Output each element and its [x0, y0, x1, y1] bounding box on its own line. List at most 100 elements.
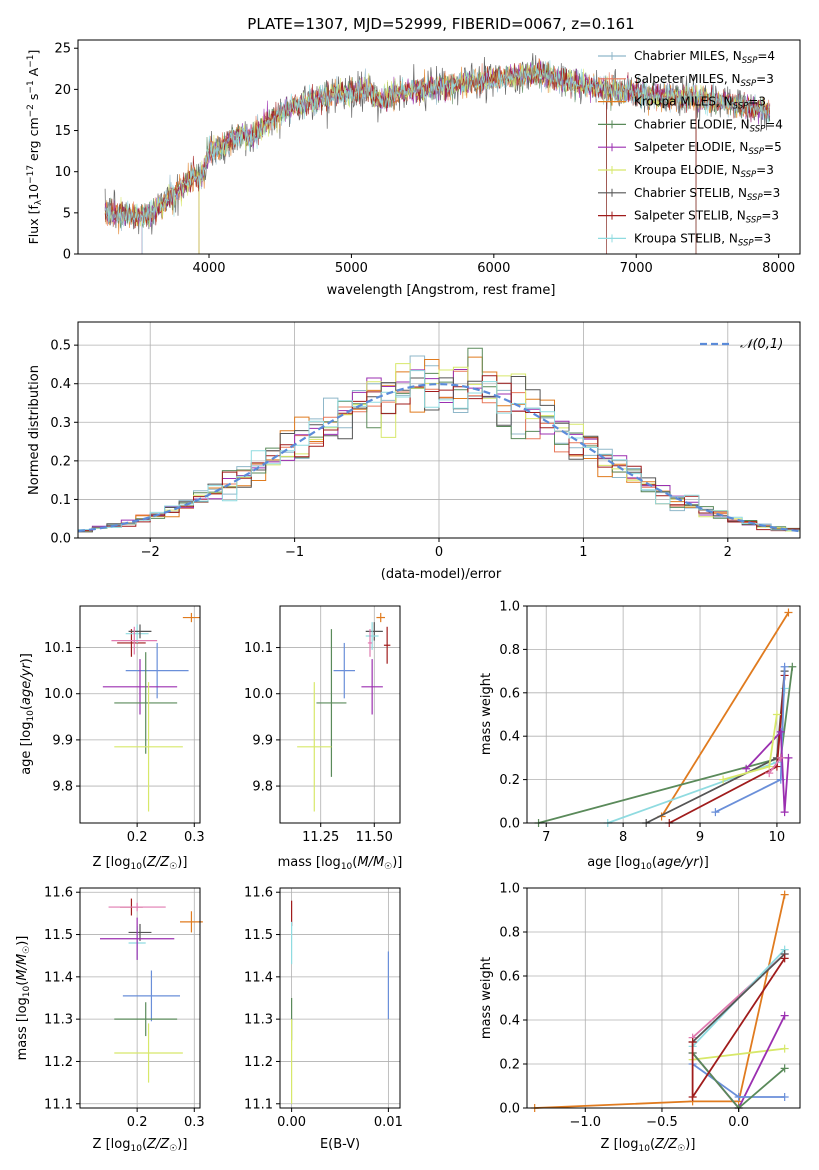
- histogram-step-salpeter-stelib: [78, 375, 800, 532]
- panel-y-tick-label: 11.2: [244, 1055, 273, 1070]
- panel-x-tick-label: 0.01: [374, 1115, 403, 1130]
- panel-y-tick-label: 11.4: [44, 970, 73, 985]
- panel-grid: [280, 888, 400, 1108]
- panel-y-tick-label: 11.6: [244, 886, 273, 901]
- spectrum-x-tick-label: 8000: [762, 261, 795, 276]
- weight-point-marker: [780, 890, 789, 899]
- histogram-x-tick-label: 1: [579, 545, 587, 560]
- panel-axes-frame: [279, 887, 401, 1109]
- panel-x-tick-label: 0.2: [127, 1115, 148, 1130]
- panel-y-tick-label: 0.8: [499, 643, 520, 658]
- panel-x-tick-label: 0.3: [184, 830, 205, 845]
- panel-marks: [291, 900, 389, 1104]
- panel-y-tick-label: 11.1: [44, 1097, 73, 1112]
- panel-x-tick-label: 0.00: [277, 1115, 306, 1130]
- panel-y-tick-label: 0.4: [499, 730, 520, 745]
- histogram-y-tick-label: 0.2: [50, 454, 71, 469]
- weight-vs-age-y-label: mass weight: [479, 673, 494, 755]
- histogram-x-label: (data-model)/error: [381, 567, 502, 582]
- age-vs-metallicity-panel: 0.2 0.3 9.8 9.9 10.0 10.1: [44, 605, 205, 845]
- panel-x-tick-label: 7: [542, 830, 550, 845]
- spectrum-x-tick-label: 4000: [192, 261, 225, 276]
- panel-y-tick-label: 11.1: [244, 1097, 273, 1112]
- panel-x-tick-label: 10: [769, 830, 786, 845]
- spectrum-legend-label: Chabrier STELIB, NSSP=3: [634, 186, 780, 203]
- panel-y-tick-label: 9.9: [252, 733, 273, 748]
- spectrum-legend-label: Salpeter MILES, NSSP=3: [634, 72, 774, 89]
- spectrum-y-tick-label: 15: [54, 124, 71, 139]
- age-vs-Z-x-label: Z [log10(Z/Z☉)]: [93, 855, 188, 872]
- panel-y-tick-label: 11.2: [44, 1055, 73, 1070]
- panel-y-tick-label: 0.8: [499, 926, 520, 941]
- panel-y-tick-label: 1.0: [499, 882, 520, 897]
- weight-point-marker: [780, 662, 789, 671]
- weight-line: [668, 675, 786, 824]
- spectrum-y-tick-label: 20: [54, 83, 71, 98]
- spectrum-y-tick-label: 5: [63, 206, 71, 221]
- weight-vs-Z-y-label: mass weight: [479, 957, 494, 1039]
- weight-point-marker: [780, 954, 789, 963]
- weight-point-marker: [776, 753, 785, 762]
- panel-y-tick-label: 11.5: [44, 928, 73, 943]
- panel-y-tick-label: 11.6: [44, 886, 73, 901]
- panel-marks: [102, 612, 200, 812]
- panel-y-tick-label: 1.0: [499, 600, 520, 615]
- panel-axes-frame: [79, 887, 201, 1109]
- panel-x-tick-label: 11.25: [302, 830, 339, 845]
- panel-y-tick-label: 11.4: [244, 970, 273, 985]
- normal-distribution-curve: [77, 382, 801, 533]
- weight-point-marker: [776, 727, 785, 736]
- spectrum-legend: Chabrier MILES, NSSP=4 Salpeter MILES, NS…: [598, 49, 783, 248]
- panel-x-tick-label: 11.50: [356, 830, 393, 845]
- residual-histogram-panel: −2 −1 0 1 2 0.0 0.1 0.2 0.3 0.4 0.5 (data-model)/…: [27, 321, 801, 582]
- histogram-y-tick-label: 0.0: [50, 532, 71, 547]
- spectrum-legend-label: Salpeter ELODIE, NSSP=5: [634, 140, 782, 157]
- weight-point-marker: [780, 1093, 789, 1101]
- histogram-x-tick-label: 2: [724, 545, 732, 560]
- weight-point-marker: [772, 710, 781, 719]
- histogram-y-tick-label: 0.3: [50, 416, 71, 431]
- panel-y-tick-label: 9.8: [252, 780, 273, 795]
- weight-line: [691, 953, 786, 1043]
- weight-point-marker: [780, 1011, 789, 1020]
- panel-grid: [80, 606, 200, 823]
- spectrum-x-label: wavelength [Angstrom, rest frame]: [327, 283, 556, 298]
- spectrum-legend-label: Chabrier ELODIE, NSSP=4: [634, 117, 783, 134]
- spectrum-y-label: Flux [fλ10−17 erg cm−2 s−1 A−1]: [26, 50, 44, 245]
- panel-marks: [530, 890, 789, 1112]
- spectrum-x-tick-label: 5000: [335, 261, 368, 276]
- panel-marks: [297, 612, 391, 812]
- weight-vs-Z-x-label: Z [log10(Z/Z☉)]: [601, 1137, 696, 1154]
- panel-y-tick-label: 0.6: [499, 686, 520, 701]
- weight-vs-age-panel: 7 8 9 10 0.0 0.2 0.4 0.6 0.8 1.0: [499, 600, 801, 845]
- histogram-x-tick-label: −2: [141, 545, 160, 560]
- panel-grid: [80, 888, 200, 1108]
- weight-point-marker: [711, 808, 720, 817]
- spectrum-legend-label: Kroupa STELIB, NSSP=3: [634, 231, 771, 248]
- spectrum-y-tick-label: 10: [54, 165, 71, 180]
- panel-y-tick-label: 10.1: [244, 641, 273, 656]
- panel-y-tick-label: 0.2: [499, 773, 520, 788]
- figure-title: PLATE=1307, MJD=52999, FIBERID=0067, z=0…: [247, 15, 634, 33]
- panel-y-tick-label: 10.0: [44, 687, 73, 702]
- weight-line: [534, 894, 786, 1109]
- panel-marks: [534, 608, 797, 827]
- spectrum-series: [104, 53, 771, 255]
- panel-y-tick-label: 9.9: [52, 733, 73, 748]
- spectrum-legend-label: Chabrier MILES, NSSP=4: [634, 49, 775, 66]
- spectrum-y-ticks: 0 5 10 15 20 25: [54, 42, 78, 263]
- panel-x-tick-label: −1.0: [569, 1115, 601, 1130]
- panel-y-tick-label: 0.6: [499, 970, 520, 985]
- panel-x-tick-label: −0.5: [646, 1115, 678, 1130]
- histogram-y-label: Normed distribution: [27, 365, 42, 495]
- weight-line: [660, 612, 790, 817]
- weight-vs-age-x-label: age [log10(age/yr)]: [587, 855, 709, 872]
- weight-point-marker: [780, 1064, 789, 1073]
- panel-y-tick-label: 11.3: [244, 1013, 273, 1028]
- weight-point-marker: [780, 1044, 789, 1053]
- age-vs-Z-y-label: age [log10(age/yr)]: [19, 653, 36, 775]
- panel-y-tick-label: 9.8: [52, 780, 73, 795]
- spectrum-axes-frame: [77, 39, 801, 255]
- spectrum-legend-label: Kroupa MILES, NSSP=3: [634, 95, 766, 112]
